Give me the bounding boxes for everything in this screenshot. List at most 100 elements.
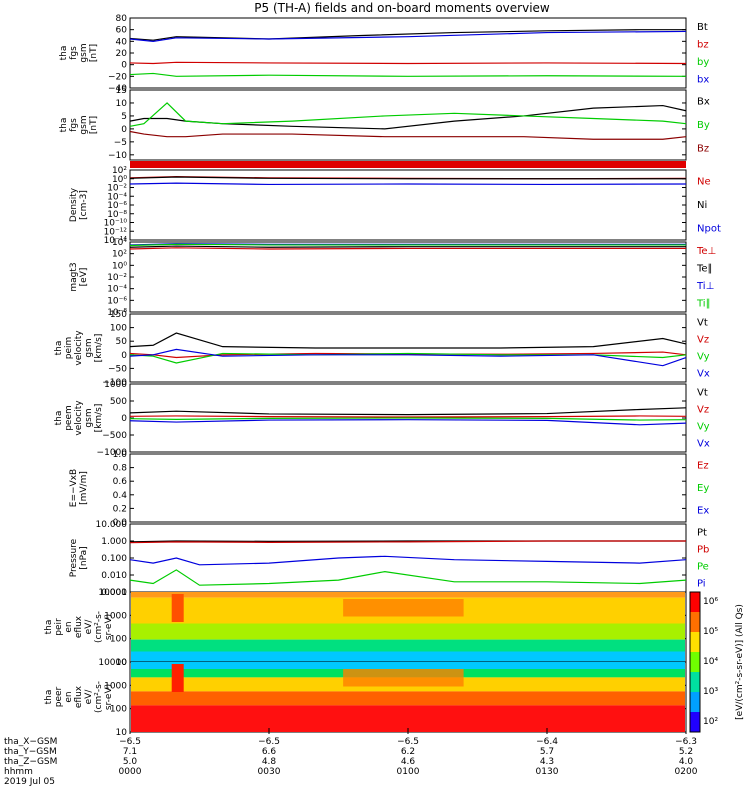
series-line-Ni (129, 176, 686, 180)
series-line-Pi (129, 555, 687, 566)
x-row-value: 5.7 (540, 747, 554, 757)
y-tick-label: 0 (121, 61, 127, 71)
panel-fgs_gsm_detail: 15 10 5 0 −5 −10 thafgsgsm[nT] Bx By Bz (59, 86, 710, 161)
y-tick-label: 10⁻¹⁴ (104, 236, 128, 246)
y-tick-label: 10 (116, 728, 128, 738)
x-row-value: 0130 (536, 767, 559, 777)
legend-Pt: Pt (697, 528, 707, 539)
legend-Pe: Pe (697, 562, 709, 573)
y-tick-label: 1000 (104, 380, 127, 390)
y-tick-label: 0.2 (113, 504, 127, 514)
x-row-label: hhmm (4, 767, 33, 777)
colorbar-segment (690, 612, 700, 633)
y-axis-label: thapeerenefluxeV/(cm²-s-sr-eV) (44, 681, 114, 713)
series-line-Vt (129, 407, 687, 416)
y-tick-label: −500 (102, 431, 127, 441)
x-row-value: 0030 (258, 767, 281, 777)
legend-Pb: Pb (697, 545, 709, 556)
legend-Bz: Bz (697, 143, 709, 154)
x-row-value: −6.5 (258, 737, 280, 747)
series-line-Vx (129, 419, 687, 426)
x-row-value: 4.0 (679, 757, 694, 767)
y-axis-label: thapeemvelocitygsm[km/s] (54, 400, 104, 436)
series-line-Bz (129, 130, 687, 140)
x-row-label: tha_X−GSM (4, 737, 57, 747)
y-axis-label: Density[cm-3] (69, 187, 89, 222)
y-tick-label: −5 (114, 138, 127, 148)
y-tick-label: 10⁻⁴ (107, 285, 127, 295)
y-tick-label: 0 (121, 125, 127, 135)
legend-Ex: Ex (697, 506, 709, 517)
y-tick-label: 20 (116, 49, 128, 59)
panels-group: 806040200−20−40thafgsgsm[nT]Btbzbybx1510… (44, 14, 721, 738)
y-tick-label: −20 (108, 72, 127, 82)
x-row-value: 0200 (675, 767, 698, 777)
spectrogram-band (131, 705, 685, 732)
x-row-value: −6.5 (119, 737, 141, 747)
y-tick-label: 0.6 (113, 477, 128, 487)
x-row-value: 0000 (119, 767, 142, 777)
y-tick-label: −50 (108, 364, 127, 374)
colorbar: 10⁶ 10⁵ 10⁴ 10³ 10² [eV/(cm²-s-sr-eV)] (All Q… (689, 591, 745, 733)
legend-bz: bz (697, 39, 709, 50)
colorbar-frame (689, 591, 701, 733)
y-tick-label: 10⁰ (112, 175, 127, 185)
y-tick-label: 10000 (98, 588, 127, 598)
colorbar-segment (690, 712, 700, 733)
y-tick-label: −100 (102, 378, 127, 388)
panel-peir_eflux: 10000 1000 100 10 thapeirenefluxeV/(cm²-s-sr… (44, 588, 687, 668)
series-line-Te∥ (129, 245, 686, 248)
y-tick-label: 15 (116, 86, 127, 96)
spectrogram-spot (171, 664, 184, 692)
x-row-value: −6.3 (675, 737, 697, 747)
spectrogram-band (131, 623, 685, 640)
spectrogram-band (131, 691, 685, 706)
colorbar-segment (690, 692, 700, 713)
panel-frame (129, 17, 687, 89)
series-line-bz (129, 61, 687, 65)
spectrogram-band (131, 662, 685, 669)
y-tick-label: −10 (108, 151, 127, 161)
y-tick-label: 100 (110, 635, 127, 645)
legend-By: By (697, 120, 710, 131)
legend-Npot: Npot (697, 223, 721, 234)
legend-Ez: Ez (697, 460, 709, 471)
legend-Vt: Vt (697, 318, 708, 329)
colorbar-tick: 10³ (703, 687, 718, 697)
series-line-Ti∥ (129, 243, 686, 247)
colorbar-segment (690, 652, 700, 673)
legend-Ti⊥: Ti⊥ (696, 281, 714, 292)
spectrogram-band (131, 592, 685, 598)
y-tick-label: 1000 (104, 681, 127, 691)
legend-Vy: Vy (697, 352, 710, 363)
y-tick-label: 100 (110, 324, 127, 334)
colorbar-segment (690, 592, 700, 613)
x-row-label: tha_Y−GSM (4, 747, 57, 757)
y-tick-label: 0 (121, 414, 127, 424)
legend-Vy: Vy (697, 422, 710, 433)
x-row-value: 7.1 (123, 747, 137, 757)
series-line-bx (129, 30, 687, 42)
y-tick-label: 0.001 (101, 588, 127, 598)
x-row-value: 4.6 (401, 757, 416, 767)
y-axis-label: Pressure[nPa] (69, 538, 89, 577)
y-axis-label: thafgsgsm[nT] (59, 43, 99, 62)
y-tick-label: 10⁻² (107, 184, 127, 194)
x-date: 2019 Jul 05 (4, 777, 55, 787)
colorbar-label: [eV/(cm²-s-sr-eV)] (All Qs) (735, 604, 745, 720)
y-tick-label: 0.8 (113, 464, 128, 474)
spectrogram-band (131, 651, 685, 662)
colorbar-tick: 10⁶ (703, 597, 718, 607)
panel-peer_eflux: 10000 1000 100 10 thapeerenefluxeV/(cm²-s-sr… (44, 658, 687, 738)
legend-Vz: Vz (697, 405, 709, 416)
x-row-value: 0100 (397, 767, 420, 777)
legend-Vt: Vt (697, 388, 708, 399)
y-tick-label: 10 (116, 658, 128, 668)
y-tick-label: 10⁻¹² (104, 227, 128, 237)
x-row-value: −6.5 (397, 737, 419, 747)
colorbar-tick: 10² (703, 717, 718, 727)
y-tick-label: 10⁻⁴ (107, 192, 127, 202)
y-tick-label: 80 (116, 14, 128, 24)
legend-Te∥: Te∥ (696, 263, 713, 274)
